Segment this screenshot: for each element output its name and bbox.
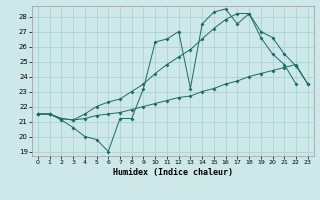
X-axis label: Humidex (Indice chaleur): Humidex (Indice chaleur)	[113, 168, 233, 177]
